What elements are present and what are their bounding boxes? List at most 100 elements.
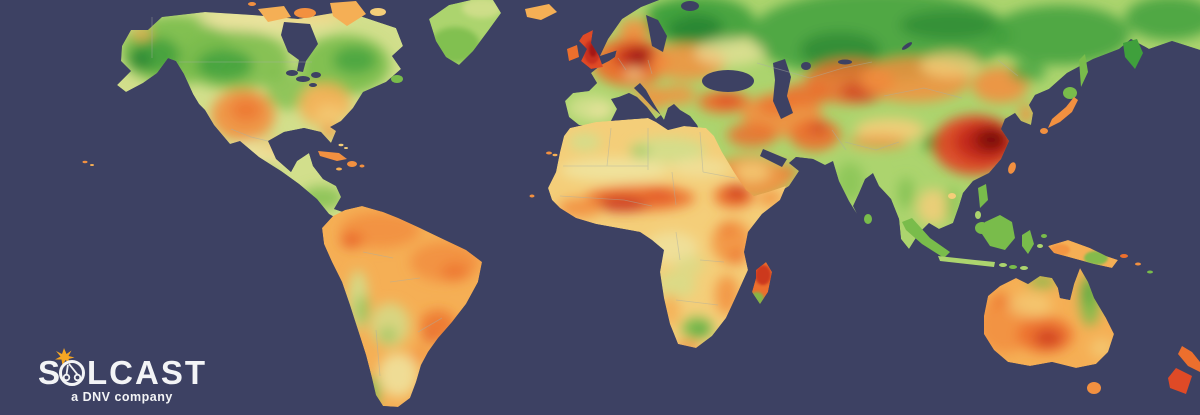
border-line [362, 251, 394, 259]
new-zealand-south-island [1168, 368, 1192, 394]
hawaii [82, 160, 88, 164]
heat-blob [990, 292, 1010, 308]
heat-blob [315, 105, 345, 125]
border-line [756, 61, 873, 79]
border-line [675, 299, 719, 306]
bahamas [338, 143, 344, 147]
heat-blob [441, 263, 469, 281]
border-line [883, 87, 963, 99]
lesser-sunda [1009, 265, 1017, 269]
country-borders [151, 17, 1019, 377]
great-lake [311, 72, 321, 78]
heat-blob [676, 341, 700, 348]
bahamas [344, 147, 348, 149]
heat-blob [726, 186, 748, 200]
solcast-o-ring-icon [59, 360, 85, 386]
iceland [525, 4, 557, 20]
heat-blob [197, 49, 253, 81]
new-guinea-heat-layer [1050, 244, 1108, 265]
heat-blob [1050, 244, 1070, 256]
black-sea [702, 70, 754, 92]
border-line [844, 141, 900, 151]
heat-blob [630, 146, 650, 158]
heat-blob [720, 224, 736, 236]
persian-gulf [760, 149, 787, 167]
hawaii [90, 164, 94, 166]
border-line [375, 329, 381, 377]
heat-blob [656, 271, 696, 299]
border-line [617, 57, 627, 71]
sun-burst-icon [55, 348, 75, 366]
canary-islands [546, 151, 552, 155]
moluccas [1037, 244, 1043, 248]
heat-blob [1084, 251, 1108, 265]
heat-blob [727, 123, 777, 147]
heat-blob [630, 137, 706, 163]
tracker-arm-icon [68, 363, 79, 376]
heat-blob [128, 50, 152, 70]
newfoundland [391, 75, 403, 83]
sakhalin [1079, 54, 1088, 87]
border-line [230, 128, 269, 142]
solcast-logo: S LCAST a DNV company [38, 348, 205, 404]
heat-blob [628, 49, 650, 63]
heat-blob [758, 190, 782, 206]
heat-blob [782, 164, 798, 180]
solomon-island [1147, 270, 1153, 274]
kamchatka [1123, 39, 1143, 69]
small-islands [82, 143, 558, 198]
heat-blob [900, 10, 1000, 40]
border-line [417, 317, 443, 333]
heat-blob [648, 2, 688, 22]
heat-blob [1019, 104, 1033, 124]
continent-north-america [117, 1, 403, 223]
border-line [702, 171, 736, 179]
heat-blob [588, 105, 612, 119]
solomon-island [1135, 262, 1141, 266]
heat-blob [848, 135, 908, 149]
kyushu [1040, 128, 1048, 134]
heat-blob [675, 255, 705, 275]
sri-lanka [864, 214, 872, 224]
border-line [671, 171, 677, 206]
heat-blob [1034, 329, 1062, 347]
heat-blob [569, 133, 601, 151]
arctic-island [248, 2, 256, 6]
heat-blob [596, 196, 648, 212]
heat-blob [714, 94, 740, 106]
hispaniola [347, 161, 357, 167]
heat-blob [422, 333, 438, 343]
border-line [559, 195, 653, 207]
heat-blob [808, 122, 828, 134]
tracker-arm-icon [65, 364, 69, 376]
heat-blob [898, 177, 914, 209]
hokkaido [1063, 87, 1077, 99]
arctic-island [294, 8, 316, 18]
great-lake [296, 76, 310, 82]
east-asia-islands [948, 39, 1143, 199]
border-line [699, 131, 704, 173]
heat-blob [728, 250, 746, 264]
logo-wordmark-s: S [38, 354, 62, 391]
heat-blob [355, 295, 369, 325]
southeast-asia-islands [864, 184, 1153, 274]
heat-blob [378, 353, 418, 397]
heat-blob [1008, 293, 1052, 317]
continent-africa [548, 118, 786, 348]
heat-blob [670, 158, 730, 178]
heat-blob [132, 28, 152, 40]
australia-heat-layer [984, 274, 1114, 358]
lesser-sunda [1020, 266, 1028, 270]
taiwan [1008, 162, 1016, 174]
ireland [567, 45, 579, 61]
border-line [997, 59, 1019, 77]
luzon [978, 184, 988, 208]
cuba [318, 151, 347, 161]
lake-balkhash [838, 59, 852, 65]
white-sea [681, 1, 699, 11]
canary-islands [552, 153, 558, 157]
baltic-sea [646, 15, 667, 52]
hainan [948, 193, 956, 199]
